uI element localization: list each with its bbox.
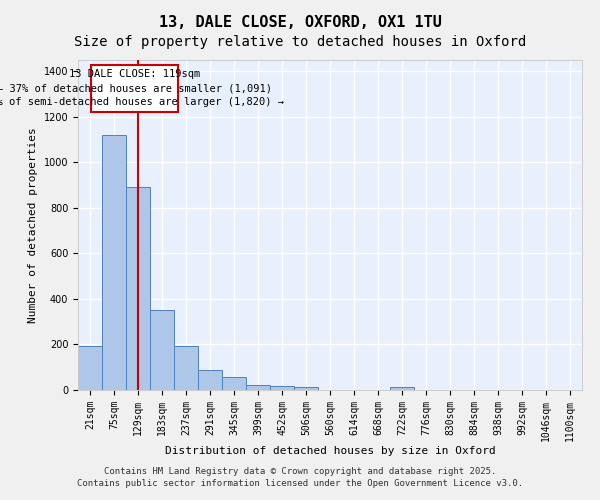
Bar [390,388,414,390]
X-axis label: Distribution of detached houses by size in Oxford: Distribution of detached houses by size … [164,446,496,456]
Bar [150,310,174,390]
FancyBboxPatch shape [91,64,178,112]
Text: 13, DALE CLOSE, OXFORD, OX1 1TU: 13, DALE CLOSE, OXFORD, OX1 1TU [158,15,442,30]
Bar [78,346,102,390]
Bar [294,387,318,390]
Bar [198,370,222,390]
Bar [246,385,270,390]
Bar [222,378,246,390]
Bar [174,346,198,390]
Text: Contains HM Land Registry data © Crown copyright and database right 2025.
Contai: Contains HM Land Registry data © Crown c… [77,466,523,487]
Y-axis label: Number of detached properties: Number of detached properties [28,127,38,323]
Bar [270,386,294,390]
Bar [126,188,150,390]
Text: 13 DALE CLOSE: 119sqm
← 37% of detached houses are smaller (1,091)
62% of semi-d: 13 DALE CLOSE: 119sqm ← 37% of detached … [0,70,284,108]
Text: Size of property relative to detached houses in Oxford: Size of property relative to detached ho… [74,35,526,49]
Bar [102,135,126,390]
